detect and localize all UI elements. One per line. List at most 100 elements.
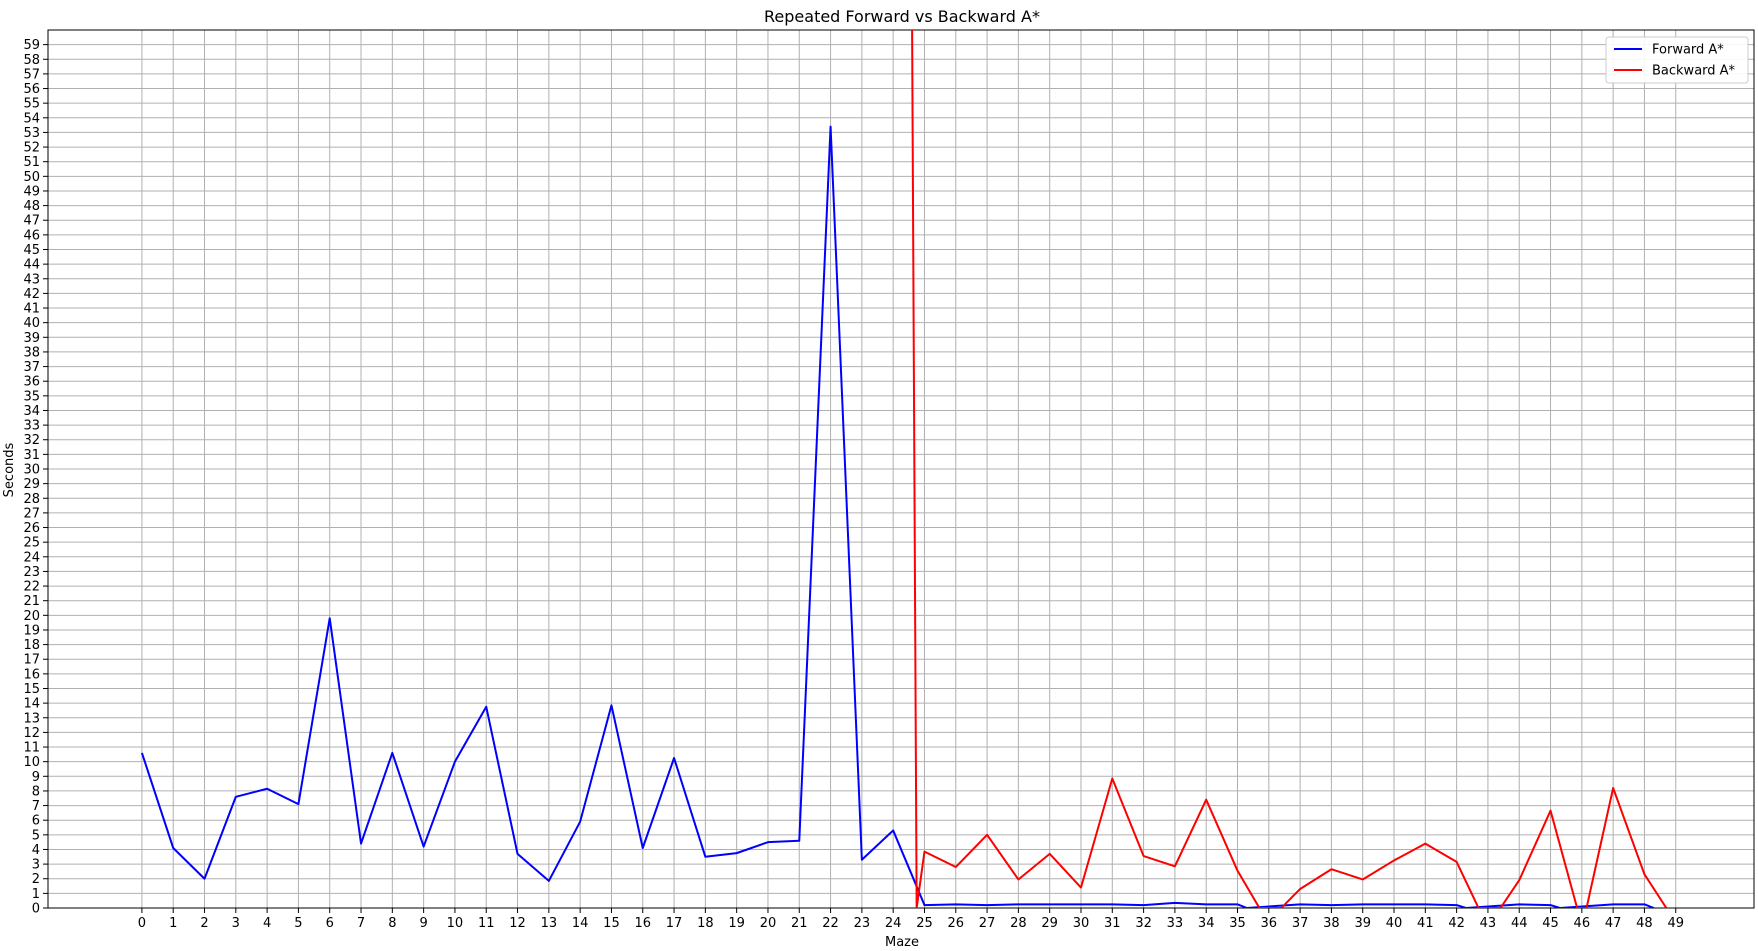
y-tick-label: 54 xyxy=(23,111,40,126)
y-tick-label: 11 xyxy=(23,741,40,756)
y-tick-label: 32 xyxy=(23,433,40,448)
x-tick-label: 34 xyxy=(1198,916,1215,931)
y-tick-label: 31 xyxy=(23,448,40,463)
y-tick-label: 57 xyxy=(23,67,40,82)
x-tick-label: 35 xyxy=(1229,916,1246,931)
y-tick-label: 21 xyxy=(23,594,40,609)
x-tick-label: 36 xyxy=(1261,916,1278,931)
y-tick-label: 53 xyxy=(23,126,40,141)
x-tick-label: 6 xyxy=(326,916,334,931)
y-tick-label: 9 xyxy=(32,770,40,785)
x-tick-label: 10 xyxy=(447,916,464,931)
y-tick-label: 7 xyxy=(32,799,40,814)
x-tick-label: 3 xyxy=(232,916,240,931)
y-tick-label: 28 xyxy=(23,492,40,507)
x-axis-label: Maze xyxy=(885,935,919,950)
x-tick-label: 46 xyxy=(1574,916,1591,931)
x-tick-label: 14 xyxy=(572,916,589,931)
y-tick-label: 39 xyxy=(23,331,40,346)
legend-label: Forward A* xyxy=(1652,43,1724,58)
x-tick-label: 22 xyxy=(822,916,839,931)
x-tick-label: 23 xyxy=(854,916,871,931)
y-tick-label: 2 xyxy=(32,872,40,887)
y-tick-label: 12 xyxy=(23,726,40,741)
x-tick-label: 28 xyxy=(1010,916,1027,931)
y-tick-label: 20 xyxy=(23,609,40,624)
x-tick-label: 42 xyxy=(1448,916,1465,931)
x-tick-label: 45 xyxy=(1542,916,1559,931)
y-tick-label: 45 xyxy=(23,243,40,258)
x-tick-label: 0 xyxy=(138,916,146,931)
y-tick-label: 13 xyxy=(23,711,40,726)
x-tick-label: 17 xyxy=(666,916,683,931)
y-tick-label: 18 xyxy=(23,638,40,653)
y-tick-label: 4 xyxy=(32,843,40,858)
series-line-backward xyxy=(911,30,1668,908)
y-tick-label: 25 xyxy=(23,536,40,551)
legend: Forward A* Backward A* xyxy=(1605,36,1749,84)
y-tick-label: 17 xyxy=(23,653,40,668)
x-tick-label: 33 xyxy=(1167,916,1184,931)
y-tick-label: 50 xyxy=(23,170,40,185)
plot-frame xyxy=(47,29,1755,909)
x-tick-label: 5 xyxy=(294,916,302,931)
y-tick-label: 46 xyxy=(23,228,40,243)
y-tick-label: 33 xyxy=(23,419,40,434)
x-tick-label: 32 xyxy=(1135,916,1152,931)
y-tick-label: 8 xyxy=(32,784,40,799)
x-tick-label: 43 xyxy=(1480,916,1497,931)
plot-lines xyxy=(140,30,1668,908)
x-tick-label: 11 xyxy=(478,916,495,931)
x-tick-label: 38 xyxy=(1323,916,1340,931)
x-tick-label: 9 xyxy=(419,916,427,931)
grid xyxy=(48,30,1754,909)
y-axis-label: Seconds xyxy=(2,442,17,497)
x-tick-label: 4 xyxy=(263,916,271,931)
x-tick-label: 20 xyxy=(760,916,777,931)
x-tick-label: 1 xyxy=(169,916,177,931)
x-tick-label: 24 xyxy=(885,916,902,931)
x-tick-label: 18 xyxy=(697,916,714,931)
y-tick-label: 29 xyxy=(23,477,40,492)
y-tick-label: 56 xyxy=(23,82,40,97)
y-tick-label: 0 xyxy=(32,902,40,917)
y-tick-label: 58 xyxy=(23,53,40,68)
series-line-forward xyxy=(140,125,1655,908)
y-tick-label: 36 xyxy=(23,375,40,390)
x-tick-label: 41 xyxy=(1417,916,1434,931)
y-tick-label: 38 xyxy=(23,345,40,360)
y-tick-label: 10 xyxy=(23,755,40,770)
y-tick-label: 59 xyxy=(23,38,40,53)
y-tick-label: 14 xyxy=(23,697,40,712)
y-tick-label: 24 xyxy=(23,550,40,565)
y-tick-label: 27 xyxy=(23,506,40,521)
x-tick-label: 13 xyxy=(541,916,558,931)
x-tick-label: 49 xyxy=(1667,916,1684,931)
y-tick-label: 41 xyxy=(23,302,40,317)
y-tick-label: 23 xyxy=(23,565,40,580)
x-tick-label: 7 xyxy=(357,916,365,931)
y-tick-label: 5 xyxy=(32,828,40,843)
x-tick-label: 29 xyxy=(1041,916,1058,931)
y-tick-label: 40 xyxy=(23,316,40,331)
x-tick-label: 40 xyxy=(1386,916,1403,931)
x-tick-label: 31 xyxy=(1104,916,1121,931)
x-tick-label: 26 xyxy=(948,916,965,931)
y-tick-label: 3 xyxy=(32,858,40,873)
x-tick-label: 44 xyxy=(1511,916,1528,931)
y-tick-label: 48 xyxy=(23,199,40,214)
chart-title: Repeated Forward vs Backward A* xyxy=(764,7,1040,26)
y-tick-label: 51 xyxy=(23,155,40,170)
x-tick-label: 47 xyxy=(1605,916,1622,931)
y-tick-label: 15 xyxy=(23,682,40,697)
x-tick-label: 48 xyxy=(1636,916,1653,931)
y-tick-label: 1 xyxy=(32,887,40,902)
y-tick-label: 55 xyxy=(23,97,40,112)
y-tick-label: 44 xyxy=(23,258,40,273)
axes: 0 1 2 3 4 5 6 7 8 9 10 11 12 13 14 15 16 17 18 19 20 21 22 23 24… xyxy=(23,29,1755,931)
x-tick-label: 25 xyxy=(916,916,933,931)
y-tick-label: 26 xyxy=(23,521,40,536)
x-tick-label: 30 xyxy=(1073,916,1090,931)
y-tick-label: 52 xyxy=(23,141,40,156)
x-tick-label: 2 xyxy=(200,916,208,931)
